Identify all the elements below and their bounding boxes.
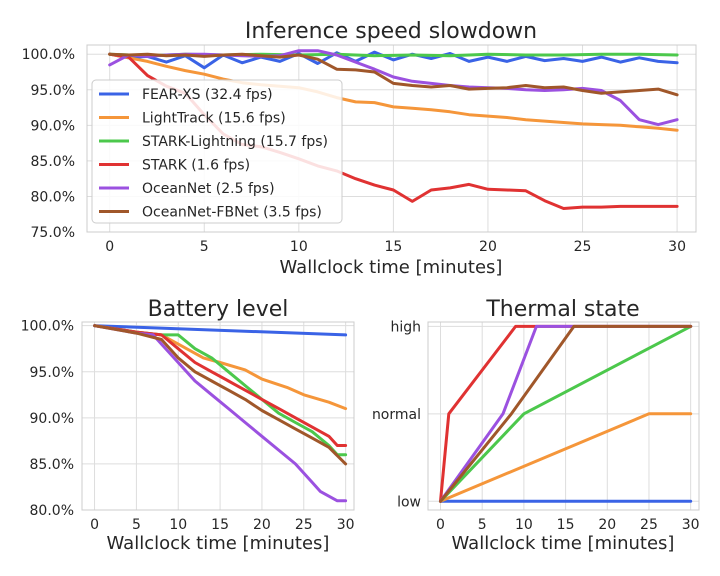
- battery-series-oceannet: [93, 324, 348, 503]
- legend-label-oceannet: OceanNet (2.5 fps): [142, 181, 275, 197]
- speed-y-tick-label: 100.0%: [22, 47, 75, 63]
- battery-chart-panel: Battery level 0 5 10 15 20 25 30 80.0% 85.0% 90.0…: [21, 297, 355, 554]
- battery-x-tick-label: 30: [337, 517, 355, 533]
- battery-series-oceannet-fbnet: [93, 324, 348, 466]
- thermal-x-tick-label: 10: [515, 517, 533, 533]
- thermal-x-tick-label: 15: [557, 517, 575, 533]
- legend-label-lighttrack: LightTrack (15.6 fps): [142, 111, 286, 127]
- legend-label-fear-xs: FEAR-XS (32.4 fps): [142, 87, 273, 103]
- speed-series-lines: [108, 49, 679, 210]
- thermal-tick-labels: 0 5 10 15 20 25 30 low normal high: [372, 319, 700, 533]
- speed-legend: FEAR-XS (32.4 fps) LightTrack (15.6 fps) S…: [91, 79, 343, 224]
- battery-x-tick-label: 5: [132, 517, 141, 533]
- speed-x-axis-label: Wallclock time [minutes]: [280, 257, 503, 278]
- thermal-x-tick-label: 20: [598, 517, 616, 533]
- legend-label-stark: STARK (1.6 fps): [142, 158, 250, 174]
- battery-series-stark-lightning: [93, 324, 348, 457]
- speed-x-tick-label: 5: [200, 239, 209, 255]
- battery-x-tick-label: 15: [211, 517, 229, 533]
- battery-series-fear-xs: [93, 324, 348, 337]
- speed-chart-title: Inference speed slowdown: [245, 19, 537, 44]
- speed-x-tick-label: 15: [384, 239, 402, 255]
- thermal-series-stark-lightning: [439, 324, 693, 503]
- battery-series-lines: [93, 324, 348, 503]
- speed-chart-panel: Inference speed slowdown 0 5 10 15 20 25 30 75.…: [22, 19, 697, 278]
- thermal-series-lines: [439, 324, 693, 503]
- thermal-chart-panel: Thermal state 0 5 10 15 20 25 30lownormalhigh …: [372, 297, 700, 554]
- legend-label-oceannet-fbnet: OceanNet-FBNet (3.5 fps): [142, 205, 322, 221]
- thermal-plot-frame: [427, 321, 700, 511]
- thermal-series-lighttrack: [439, 412, 693, 503]
- battery-x-tick-label: 20: [253, 517, 271, 533]
- thermal-x-tick-label: 30: [682, 517, 700, 533]
- battery-y-tick-label: 90.0%: [30, 411, 74, 427]
- thermal-x-tick-label: 0: [436, 517, 445, 533]
- speed-y-tick-label: 85.0%: [31, 154, 75, 170]
- battery-tick-labels: 0 5 10 15 20 25 30 80.0% 85.0% 90.0% 95.0% 100.0%: [21, 319, 355, 533]
- speed-plot-frame: [86, 44, 697, 233]
- legend-box: [91, 79, 343, 224]
- battery-y-tick-label: 80.0%: [30, 503, 74, 519]
- battery-y-tick-label: 100.0%: [21, 319, 74, 335]
- speed-x-tick-label: 25: [574, 239, 592, 255]
- thermal-x-tick-label: 5: [478, 517, 487, 533]
- speed-series-oceannet: [108, 49, 679, 127]
- thermal-x-axis-label: Wallclock time [minutes]: [452, 533, 675, 554]
- speed-x-tick-label: 30: [668, 239, 686, 255]
- battery-x-tick-label: 10: [169, 517, 187, 533]
- speed-x-tick-label: 10: [290, 239, 308, 255]
- speed-y-tick-label: 80.0%: [31, 189, 75, 205]
- thermal-series-oceannet-fbnet: [439, 324, 693, 503]
- speed-y-tick-label: 90.0%: [31, 118, 75, 134]
- legend-label-stark-lightning: STARK-Lightning (15.7 fps): [142, 134, 328, 150]
- thermal-plot-area: [428, 322, 699, 510]
- battery-plot-frame: [81, 321, 355, 511]
- thermal-y-tick-label: high: [390, 319, 421, 335]
- speed-series-fear-xs: [108, 50, 679, 70]
- speed-series-lighttrack: [108, 52, 679, 132]
- speed-y-tick-label: 75.0%: [31, 225, 75, 241]
- speed-y-tick-label: 95.0%: [31, 83, 75, 99]
- thermal-x-tick-label: 25: [640, 517, 658, 533]
- thermal-chart-title: Thermal state: [485, 297, 639, 322]
- battery-x-axis-label: Wallclock time [minutes]: [107, 533, 330, 554]
- battery-y-tick-label: 95.0%: [30, 365, 74, 381]
- battery-chart-title: Battery level: [148, 297, 289, 322]
- battery-y-tick-label: 85.0%: [30, 457, 74, 473]
- battery-x-tick-label: 0: [90, 517, 99, 533]
- speed-x-tick-label: 0: [105, 239, 114, 255]
- thermal-y-tick-label: low: [397, 494, 421, 510]
- speed-tick-labels: 0 5 10 15 20 25 30 75.0% 80.0% 85.0% 90.0% 95.0% 100…: [22, 47, 686, 255]
- speed-series-oceannet-fbnet: [108, 52, 679, 97]
- battery-series-stark: [93, 324, 348, 447]
- speed-x-tick-label: 20: [479, 239, 497, 255]
- battery-x-tick-label: 25: [295, 517, 313, 533]
- thermal-y-tick-label: normal: [372, 407, 421, 423]
